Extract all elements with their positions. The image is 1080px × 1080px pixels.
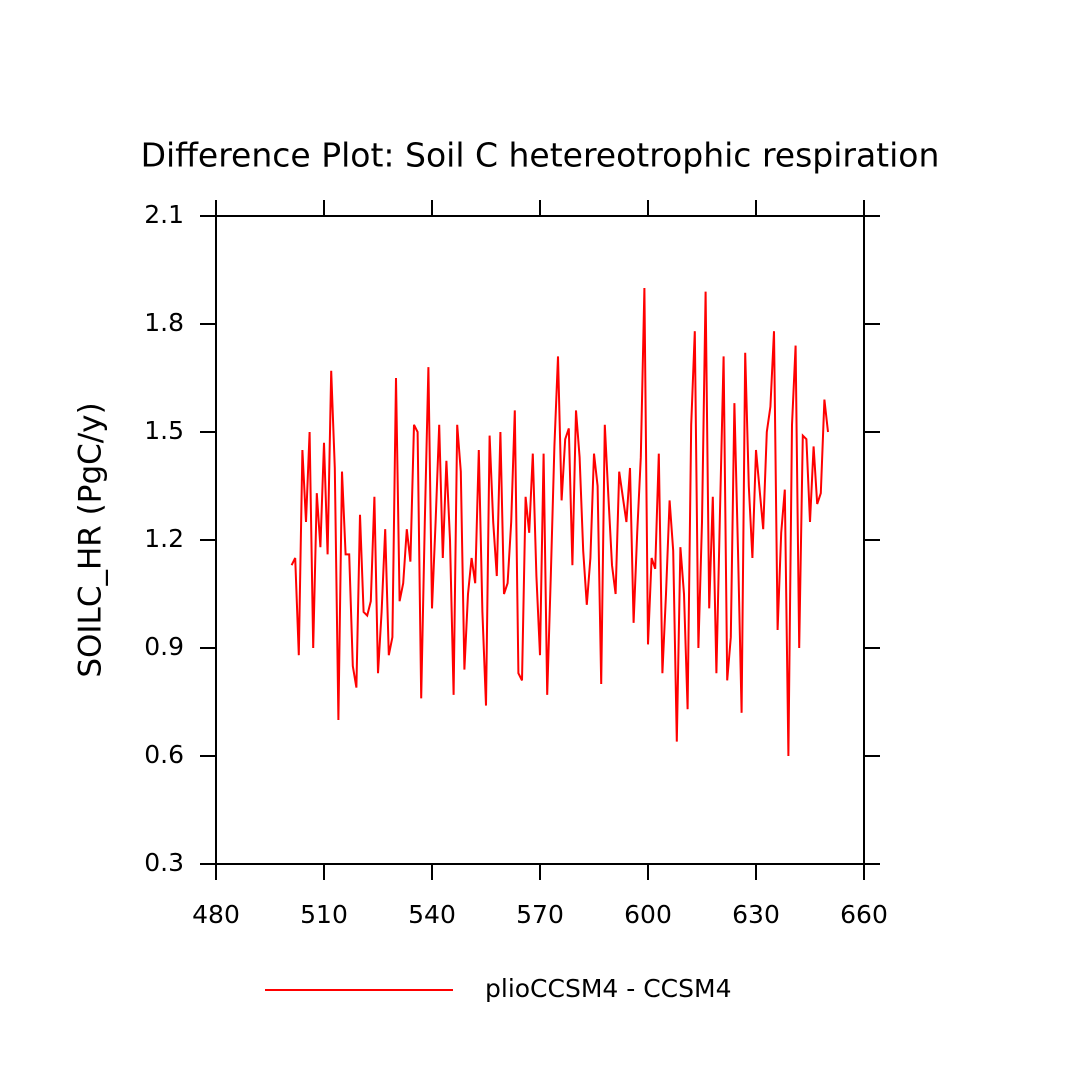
y-tick-label: 0.3 — [144, 848, 184, 877]
y-tick-label: 1.5 — [144, 416, 184, 445]
y-tick-label: 2.1 — [144, 200, 184, 229]
x-tick-label: 480 — [192, 900, 240, 929]
x-tick-label: 540 — [408, 900, 456, 929]
x-tick-label: 510 — [300, 900, 348, 929]
x-tick-label: 570 — [516, 900, 564, 929]
y-tick-label: 1.2 — [144, 524, 184, 553]
x-tick-label: 660 — [840, 900, 888, 929]
y-tick-label: 0.9 — [144, 632, 184, 661]
y-axis-label: SOILC_HR (PgC/y) — [73, 402, 109, 677]
y-tick-label: 1.8 — [144, 308, 184, 337]
legend-label: plioCCSM4 - CCSM4 — [485, 974, 731, 1003]
chart-title: Difference Plot: Soil C hetereotrophic r… — [141, 136, 940, 175]
x-tick-label: 630 — [732, 900, 780, 929]
data-line — [290, 287, 829, 757]
plot-frame — [215, 215, 865, 865]
y-tick-label: 0.6 — [144, 740, 184, 769]
x-tick-label: 600 — [624, 900, 672, 929]
